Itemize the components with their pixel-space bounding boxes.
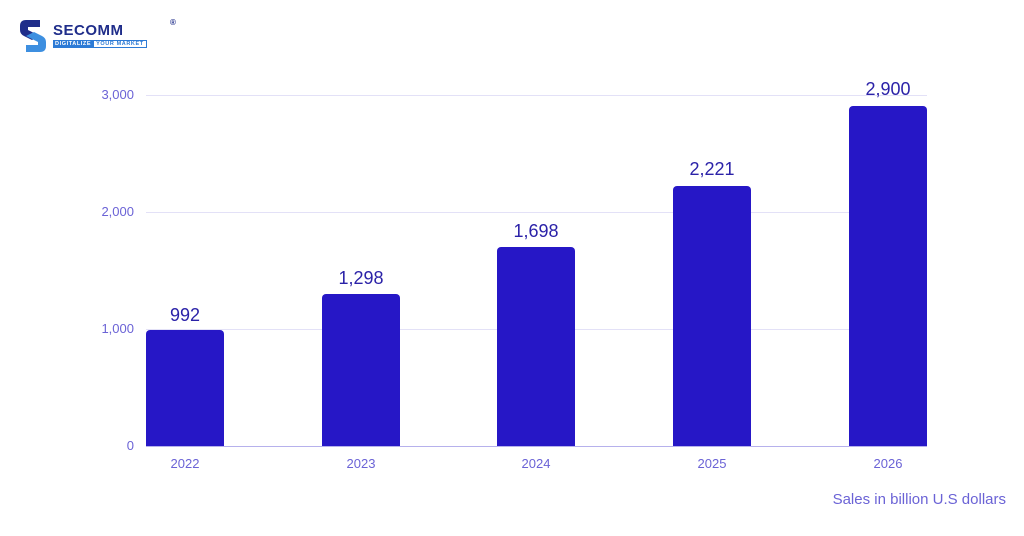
brand-logo: SECOMM ® DIGITALIZE YOUR MARKET [18, 18, 176, 54]
bar-2025 [673, 186, 751, 446]
units-footnote: Sales in billion U.S dollars [832, 491, 1006, 508]
gridline-2000 [146, 212, 927, 213]
gridline-3000 [146, 95, 927, 96]
y-tick-2000: 2,000 [101, 204, 134, 219]
bar-2026 [849, 106, 927, 446]
y-tick-3000: 3,000 [101, 87, 134, 102]
y-tick-1000: 1,000 [101, 321, 134, 336]
value-label-2022: 992 [169, 305, 201, 325]
bar-2023 [322, 294, 400, 446]
value-label-2023: 1,298 [338, 268, 384, 288]
bar-2024 [497, 247, 575, 446]
value-label-2026: 2,900 [865, 79, 911, 99]
x-tick-2025: 2025 [697, 456, 727, 471]
value-label-2025: 2,221 [689, 159, 735, 179]
x-tick-2022: 2022 [170, 456, 200, 471]
registered-mark: ® [170, 18, 176, 27]
secomm-logo-icon [20, 20, 46, 52]
tagline-part2: YOUR MARKET [93, 40, 147, 48]
value-label-2024: 1,698 [513, 221, 559, 241]
x-tick-2023: 2023 [346, 456, 376, 471]
brand-tagline: DIGITALIZE YOUR MARKET [53, 40, 147, 48]
x-tick-2026: 2026 [873, 456, 903, 471]
y-tick-0: 0 [126, 438, 134, 453]
bar-2022 [146, 330, 224, 446]
x-axis-baseline [146, 446, 927, 447]
tagline-part1: DIGITALIZE [53, 40, 94, 48]
brand-name: SECOMM [53, 22, 124, 39]
x-tick-2024: 2024 [521, 456, 551, 471]
